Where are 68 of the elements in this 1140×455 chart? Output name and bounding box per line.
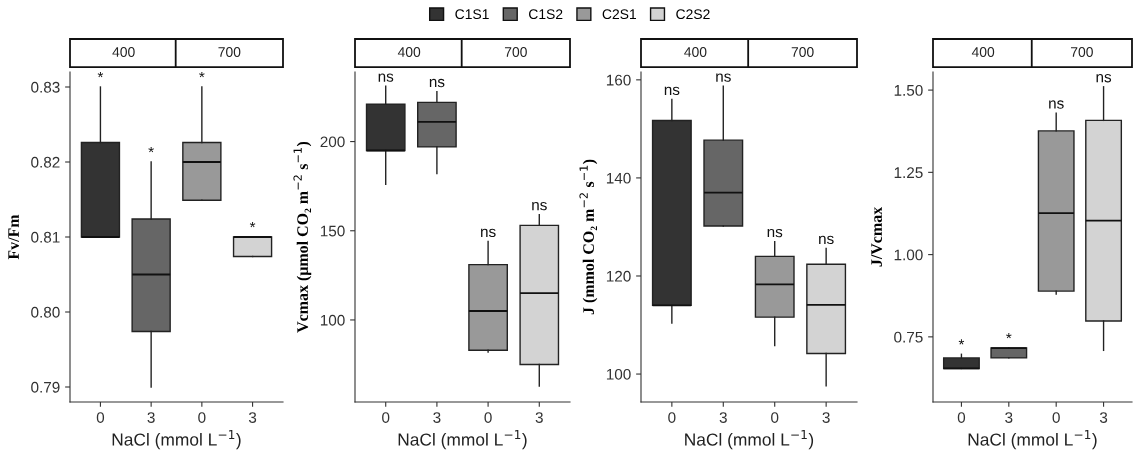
- y-tick-label: 0.83: [31, 81, 60, 93]
- x-axis-title: NaCl (mmol L$^{−1}$): [685, 430, 814, 450]
- x-tick-label: 3: [719, 412, 727, 423]
- y-tick-label: 100: [320, 314, 345, 326]
- y-tick-label: 0.75: [894, 331, 923, 343]
- y-tick-label: 1.00: [894, 249, 923, 261]
- annotation: ns: [532, 201, 547, 211]
- x-tick-label: 0: [668, 412, 676, 423]
- text: 400: [112, 47, 135, 57]
- annotation: ns: [716, 73, 731, 82]
- x-axis-title: NaCl (mmol L$^{−1}$): [398, 430, 527, 450]
- legend-label: C1S2: [529, 9, 563, 20]
- annotation: ns: [481, 228, 496, 238]
- annotation: ns: [1049, 100, 1064, 109]
- annotation: ns: [429, 78, 445, 88]
- x-tick-label: 3: [433, 412, 441, 423]
- annotation: *: [97, 71, 104, 78]
- x-tick-label: 3: [1099, 412, 1108, 423]
- x-tick-label: 3: [1005, 412, 1013, 423]
- y-tick-label: 160: [606, 74, 631, 86]
- y-tick-label: 0.82: [31, 156, 60, 168]
- annotation: ns: [767, 228, 783, 238]
- y-tick-label: 0.79: [31, 381, 60, 393]
- text: 400: [397, 47, 421, 57]
- x-tick-label: 3: [822, 412, 830, 423]
- y-tick-label: 120: [606, 270, 631, 282]
- text: 700: [1071, 47, 1093, 57]
- text: 700: [791, 47, 814, 57]
- text: 400: [684, 47, 707, 57]
- y-axis-title: Fv/Fm: [8, 214, 19, 260]
- x-tick-label: 0: [957, 412, 966, 423]
- x-tick-label: 0: [771, 412, 779, 423]
- y-axis-title: J/Vcmax: [871, 206, 883, 267]
- y-tick-label: 200: [320, 136, 345, 148]
- legend-label: C1S1: [455, 9, 489, 20]
- legend-label: C2S1: [602, 9, 637, 20]
- annotation: ns: [1096, 74, 1112, 83]
- annotation: *: [249, 221, 256, 228]
- y-tick-label: 150: [320, 225, 345, 237]
- text: 700: [504, 47, 527, 57]
- annotation: *: [1006, 332, 1012, 339]
- x-tick-label: 3: [535, 412, 543, 423]
- legend-label: C2S2: [676, 9, 710, 20]
- annotation: ns: [378, 73, 394, 82]
- annotation: ns: [819, 235, 834, 245]
- annotation: *: [199, 71, 205, 78]
- text: 700: [218, 47, 241, 57]
- x-tick-label: 3: [147, 412, 155, 423]
- x-axis-title: NaCl (mmol L$^{−1}$): [968, 430, 1097, 450]
- y-tick-label: 0.80: [31, 306, 60, 318]
- annotation: ns: [664, 86, 680, 96]
- y-tick-label: 0.81: [31, 231, 60, 243]
- y-tick-label: 140: [606, 172, 631, 184]
- y-axis-title: J (mmol CO₂ m$^{−2}$ s$^{−1}$): [579, 159, 598, 315]
- x-tick-label: 0: [484, 412, 492, 423]
- x-tick-label: 0: [382, 412, 390, 423]
- annotation: *: [958, 339, 965, 345]
- annotation: *: [148, 146, 154, 153]
- x-tick-label: 0: [96, 412, 105, 423]
- y-axis-title: Vcmax (μmol CO₂ m$^{−2}$ s$^{−1}$): [293, 141, 312, 333]
- x-axis-title: NaCl (mmol L$^{−1}$): [112, 430, 241, 450]
- x-tick-label: 3: [248, 412, 257, 423]
- y-tick-label: 1.25: [894, 167, 923, 179]
- y-tick-label: 100: [606, 368, 631, 380]
- text: 400: [971, 47, 995, 57]
- x-tick-label: 0: [198, 412, 206, 423]
- x-tick-label: 0: [1052, 412, 1060, 423]
- y-tick-label: 1.50: [894, 84, 923, 96]
